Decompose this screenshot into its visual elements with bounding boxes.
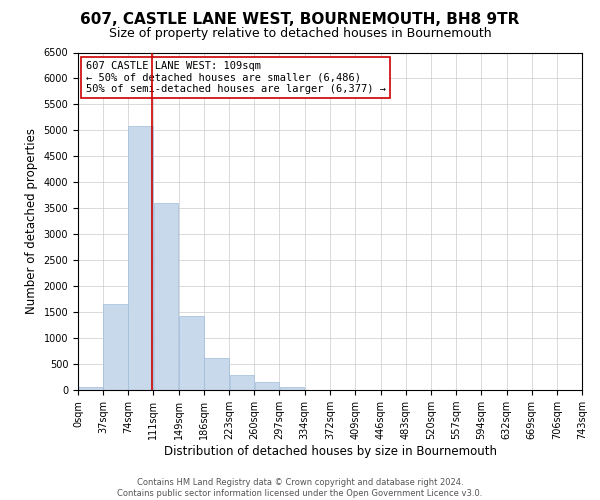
- Bar: [280, 388, 304, 390]
- Text: 607, CASTLE LANE WEST, BOURNEMOUTH, BH8 9TR: 607, CASTLE LANE WEST, BOURNEMOUTH, BH8 …: [80, 12, 520, 28]
- Bar: [154, 203, 178, 390]
- X-axis label: Distribution of detached houses by size in Bournemouth: Distribution of detached houses by size …: [163, 445, 497, 458]
- Y-axis label: Number of detached properties: Number of detached properties: [25, 128, 38, 314]
- Bar: [205, 358, 229, 390]
- Text: Size of property relative to detached houses in Bournemouth: Size of property relative to detached ho…: [109, 28, 491, 40]
- Bar: [103, 304, 128, 390]
- Bar: [78, 388, 103, 390]
- Bar: [179, 316, 204, 390]
- Bar: [128, 126, 153, 390]
- Bar: [254, 382, 279, 390]
- Text: 607 CASTLE LANE WEST: 109sqm
← 50% of detached houses are smaller (6,486)
50% of: 607 CASTLE LANE WEST: 109sqm ← 50% of de…: [86, 61, 386, 94]
- Text: Contains HM Land Registry data © Crown copyright and database right 2024.
Contai: Contains HM Land Registry data © Crown c…: [118, 478, 482, 498]
- Bar: [230, 374, 254, 390]
